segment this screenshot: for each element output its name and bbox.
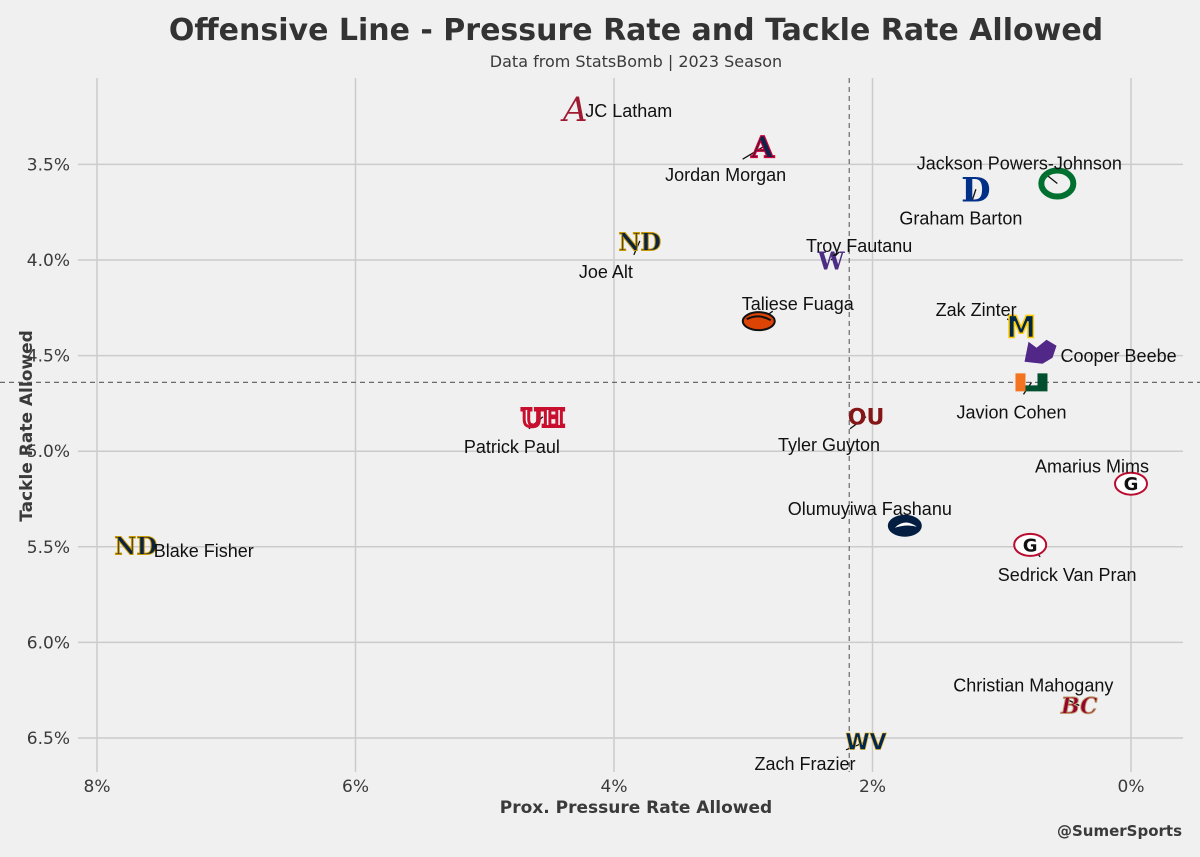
label-leader-line (849, 416, 867, 430)
label-leader-line (1063, 696, 1080, 707)
duke-logo-point: D (961, 170, 990, 210)
michigan-logo-point: M (1005, 310, 1036, 347)
houston-logo-point: UH (520, 402, 567, 434)
miami-logo-point (1015, 373, 1048, 392)
player-label: Christian Mahogany (953, 675, 1113, 695)
player-label: JC Latham (585, 101, 672, 121)
label-leader-line (845, 741, 867, 751)
label-leader-line (971, 189, 977, 202)
georgia-logo-point: G (1013, 532, 1048, 557)
player-label: Joe Alt (579, 262, 633, 282)
chart-subtitle: Data from StatsBomb | 2023 Season (490, 52, 782, 71)
player-label: Jackson Powers-Johnson (917, 154, 1122, 174)
player-label: Jordan Morgan (665, 165, 786, 185)
player-label: Amarius Mims (1035, 457, 1149, 477)
player-label: Tyler Guyton (778, 435, 880, 455)
svg-text:M: M (1006, 310, 1036, 345)
alabama-logo-point: A (560, 90, 588, 130)
notre-dame-logo-point: ND (114, 531, 158, 561)
team-logos: A A D ND W M UH OU G G ND BC WV (114, 90, 1148, 756)
y-axis-label: Tackle Rate Allowed (17, 330, 37, 522)
x-tick-label: 0% (1118, 777, 1145, 797)
svg-text:OU: OU (848, 405, 885, 430)
y-tick-label: 6.5% (27, 729, 70, 749)
svg-text:BC: BC (1060, 693, 1098, 719)
x-tick-label: 2% (859, 777, 886, 797)
label-leader-line (1046, 175, 1058, 185)
player-label: Javion Cohen (956, 402, 1066, 422)
x-tick-label: 6% (342, 777, 369, 797)
svg-text:W: W (817, 247, 846, 276)
axis-ticks: 8% 6% 4% 2% 0% 3.5% 4.0% 4.5% 5.0% 5.5% 6.0% 6.5% (27, 155, 1145, 797)
svg-text:A: A (560, 90, 588, 130)
label-leader-line (528, 416, 544, 430)
west-virginia-logo-point: WV (845, 730, 887, 756)
kansas-state-logo-point (1024, 339, 1057, 364)
svg-text:UH: UH (521, 403, 565, 432)
y-tick-label: 3.5% (27, 155, 70, 175)
player-label: Sedrick Van Pran (998, 565, 1137, 585)
player-label: Olumuyiwa Fashanu (788, 499, 952, 519)
x-tick-label: 8% (84, 777, 111, 797)
svg-text:WV: WV (845, 730, 886, 755)
credit-handle: @SumerSports (1057, 822, 1182, 840)
chart-title: Offensive Line - Pressure Rate and Tackl… (169, 13, 1103, 48)
y-tick-label: 4.5% (27, 347, 70, 367)
player-label: Zach Frazier (755, 754, 856, 774)
gridlines (78, 78, 1183, 772)
svg-text:A: A (750, 131, 775, 166)
svg-text:G: G (1124, 474, 1139, 495)
player-label: Patrick Paul (464, 437, 560, 457)
oklahoma-logo-point: OU (848, 405, 885, 430)
x-tick-label: 4% (601, 777, 628, 797)
player-label: Taliese Fuaga (742, 294, 855, 314)
svg-text:ND: ND (618, 227, 661, 256)
y-tick-label: 4.0% (27, 251, 70, 271)
svg-text:G: G (1023, 535, 1038, 556)
arizona-logo-point: A (749, 130, 775, 166)
player-label: Troy Fautanu (806, 236, 912, 256)
player-label: Cooper Beebe (1061, 346, 1177, 366)
label-leader-line (633, 240, 641, 256)
point-labels: JC Latham Jordan Morgan Jackson Powers-Joh… (154, 101, 1177, 774)
label-leader-line (1006, 318, 1022, 328)
reference-lines (0, 78, 1200, 772)
svg-text:D: D (961, 170, 990, 210)
georgia-logo-point: G (1114, 471, 1148, 496)
oregon-state-logo-point (741, 311, 776, 332)
penn-state-logo-point (887, 514, 922, 537)
player-label: Graham Barton (899, 208, 1022, 228)
washington-logo-point: W (817, 247, 846, 276)
label-leader-line (830, 251, 840, 261)
y-tick-label: 5.0% (27, 442, 70, 462)
svg-text:ND: ND (114, 531, 157, 560)
oregon-logo-point (1038, 167, 1077, 200)
player-label: Zak Zinter (936, 300, 1017, 320)
player-label: Blake Fisher (154, 541, 254, 561)
x-axis-label: Prox. Pressure Rate Allowed (500, 798, 772, 818)
notre-dame-logo-point: ND (618, 227, 662, 257)
y-tick-label: 5.5% (27, 538, 70, 558)
label-leader-line (742, 146, 763, 160)
boston-college-logo-point: BC (1060, 693, 1099, 720)
y-tick-label: 6.0% (27, 633, 70, 653)
